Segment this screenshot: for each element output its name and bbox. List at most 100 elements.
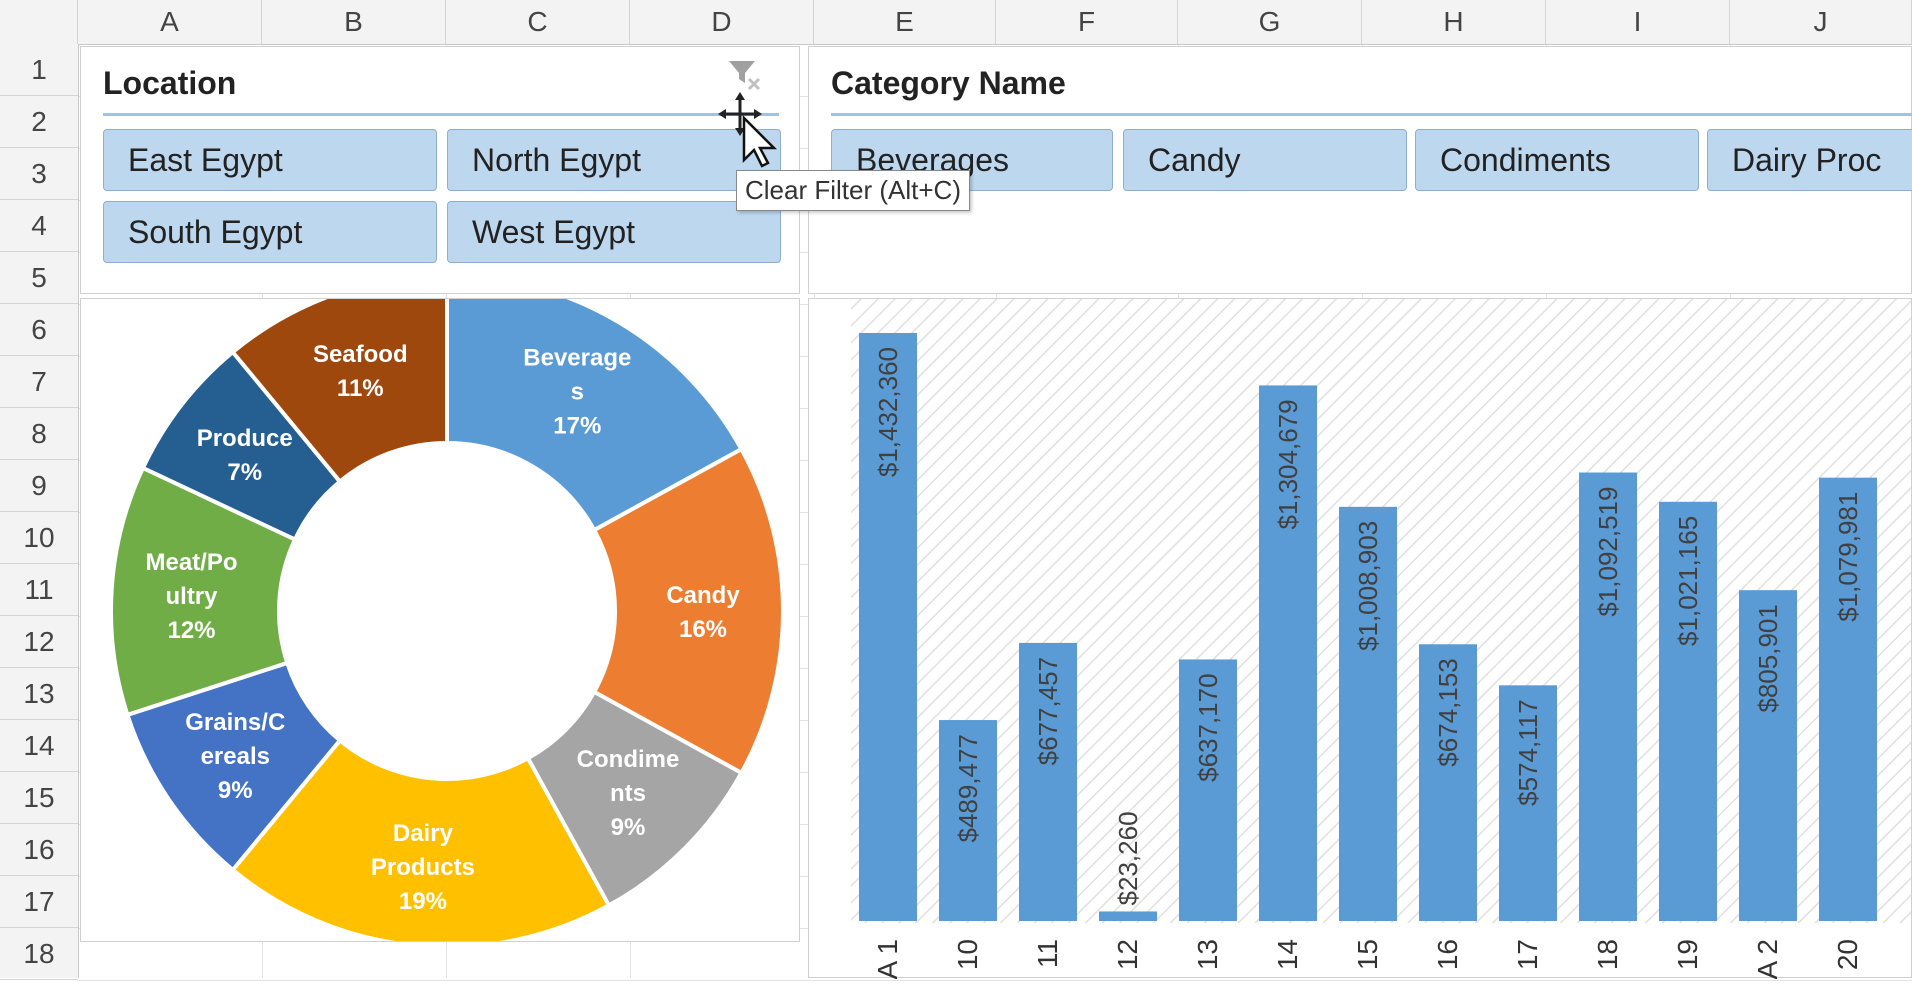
column-header-f[interactable]: F (996, 0, 1178, 44)
row-header-3[interactable]: 3 (0, 148, 78, 200)
bar-11[interactable] (1019, 642, 1077, 921)
row-header-17[interactable]: 17 (0, 876, 78, 928)
doughnut-data-label: Produce (197, 425, 293, 452)
bar-data-label: $1,432,360 (873, 347, 903, 477)
bar-data-label: $23,260 (1113, 811, 1143, 905)
bar-16[interactable] (1419, 644, 1477, 921)
location-slicer-title: Location (103, 65, 237, 101)
move-cursor-icon (718, 92, 778, 168)
x-axis-tick-label: 11 (1032, 939, 1063, 968)
doughnut-data-label: 9% (218, 777, 253, 804)
column-header-b[interactable]: B (262, 0, 446, 44)
location-slicer-divider (103, 113, 779, 116)
bar-data-label: $489,477 (953, 734, 983, 842)
doughnut-data-label: Grains/C (185, 709, 285, 736)
slicer-item-condiments[interactable]: Condiments (1415, 129, 1699, 191)
doughnut-data-label: 7% (227, 459, 262, 486)
bar-13[interactable] (1179, 659, 1237, 921)
row-header-9[interactable]: 9 (0, 460, 78, 512)
row-header-5[interactable]: 5 (0, 252, 78, 304)
x-axis-tick-label: 12 (1112, 939, 1143, 970)
slicer-item-candy[interactable]: Candy (1123, 129, 1407, 191)
doughnut-slice-meat-poultry[interactable] (109, 465, 298, 718)
doughnut-slice-candy[interactable] (591, 446, 785, 776)
row-header-1[interactable]: 1 (0, 44, 78, 96)
bar-a-2[interactable] (1739, 590, 1797, 921)
doughnut-data-label: Seafood (313, 341, 408, 368)
x-axis-tick-label: 14 (1272, 939, 1303, 970)
row-header-13[interactable]: 13 (0, 668, 78, 720)
category-slicer-divider (831, 113, 1912, 116)
bar-data-label: $574,117 (1513, 699, 1543, 806)
row-header-8[interactable]: 8 (0, 408, 78, 460)
bar-data-label: $1,079,981 (1833, 492, 1863, 622)
x-axis-tick-label: 10 (952, 939, 983, 970)
slicer-item-south-egypt[interactable]: South Egypt (103, 201, 437, 263)
bar-data-label: $637,170 (1193, 673, 1223, 781)
bar-12[interactable] (1099, 911, 1157, 921)
doughnut-data-label: 16% (679, 616, 727, 643)
row-header-2[interactable]: 2 (0, 96, 78, 148)
row-header-14[interactable]: 14 (0, 720, 78, 772)
doughnut-data-label: 17% (553, 413, 601, 440)
row-header-18[interactable]: 18 (0, 928, 78, 980)
row-header-7[interactable]: 7 (0, 356, 78, 408)
doughnut-data-label: ereals (201, 743, 270, 770)
location-slicer[interactable]: Location East Egypt North Egypt South Eg… (80, 46, 800, 294)
slicer-item-beverages[interactable]: Beverages (831, 129, 1113, 191)
column-header-j[interactable]: J (1730, 0, 1912, 44)
bar-19[interactable] (1659, 501, 1717, 921)
row-header-16[interactable]: 16 (0, 824, 78, 876)
doughnut-data-label: Candy (666, 582, 740, 609)
x-axis-tick-label: 15 (1352, 939, 1383, 970)
column-header-i[interactable]: I (1546, 0, 1730, 44)
bar-chart-panel[interactable]: $1,432,360 A 1 $489,477 10 $677,457 11 $23,260… (808, 269, 1912, 979)
clear-filter-icon[interactable] (725, 57, 761, 93)
column-header-a[interactable]: A (78, 0, 262, 44)
gridline-horizontal (78, 980, 1912, 981)
bar-data-label: $1,304,679 (1273, 399, 1303, 529)
row-header-4[interactable]: 4 (0, 200, 78, 252)
bar-17[interactable] (1499, 685, 1557, 921)
bar-a-1[interactable] (859, 333, 917, 921)
slicer-item-west-egypt[interactable]: West Egypt (447, 201, 781, 263)
select-all-corner[interactable] (0, 0, 78, 44)
doughnut-chart-panel[interactable]: Beverage s 17% Candy 16% Condime nts 9% Dairy Pro… (80, 272, 800, 949)
slicer-item-dairy-products[interactable]: Dairy Proc (1707, 129, 1912, 191)
category-slicer[interactable]: Category Name Beverages Candy Condiments… (808, 46, 1912, 294)
doughnut-data-label: Meat/Po (145, 549, 237, 576)
row-header-11[interactable]: 11 (0, 564, 78, 616)
row-header-12[interactable]: 12 (0, 616, 78, 668)
x-axis-tick-label: A 1 (872, 939, 903, 979)
x-axis-tick-label: 19 (1672, 939, 1703, 970)
bar-15[interactable] (1339, 506, 1397, 921)
x-axis-tick-label: 17 (1512, 939, 1543, 970)
x-axis-tick-label: A 2 (1752, 939, 1783, 979)
bar-chart[interactable]: $1,432,360 A 1 $489,477 10 $677,457 11 $23,260… (809, 269, 1912, 979)
row-header-15[interactable]: 15 (0, 772, 78, 824)
column-header-d[interactable]: D (630, 0, 814, 44)
column-header-e[interactable]: E (814, 0, 996, 44)
bar-data-label: $1,092,519 (1593, 487, 1623, 617)
bar-14[interactable] (1259, 385, 1317, 921)
column-header-g[interactable]: G (1178, 0, 1362, 44)
slicer-item-east-egypt[interactable]: East Egypt (103, 129, 437, 191)
doughnut-data-label: ultry (165, 583, 218, 610)
row-header-6[interactable]: 6 (0, 304, 78, 356)
column-header-c[interactable]: C (446, 0, 630, 44)
doughnut-data-label: nts (610, 780, 646, 807)
doughnut-chart[interactable]: Beverage s 17% Candy 16% Condime nts 9% Dairy Pro… (81, 272, 799, 949)
doughnut-data-label: Beverage (523, 345, 631, 372)
bar-18[interactable] (1579, 472, 1637, 921)
doughnut-data-label: 19% (399, 888, 447, 915)
bar-20[interactable] (1819, 477, 1877, 921)
row-header-10[interactable]: 10 (0, 512, 78, 564)
column-header-h[interactable]: H (1362, 0, 1546, 44)
doughnut-data-label: 12% (167, 617, 215, 644)
doughnut-data-label: s (571, 379, 584, 406)
bar-10[interactable] (939, 720, 997, 921)
x-axis-tick-label: 13 (1192, 939, 1223, 970)
slicer-item-north-egypt[interactable]: North Egypt (447, 129, 781, 191)
doughnut-data-label: Dairy (393, 820, 454, 847)
